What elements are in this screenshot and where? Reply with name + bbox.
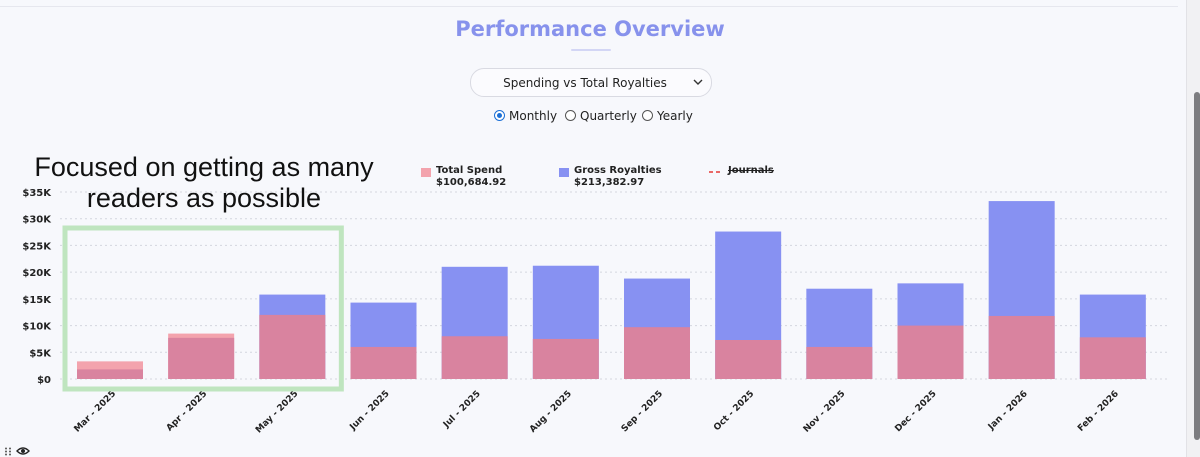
y-tick-label: $15K (22, 295, 52, 306)
chevron-down-icon (693, 79, 703, 85)
legend-total-royalties-value: $213,382.97 (574, 177, 645, 188)
x-tick-label: Oct - 2025 (712, 389, 756, 433)
y-tick-label: $20K (22, 268, 52, 279)
bar-overlap (715, 339, 782, 379)
bar-overlap (259, 314, 326, 379)
radio-button-monthly[interactable] (494, 110, 505, 121)
x-tick-label: Jun - 2025 (348, 389, 392, 433)
y-tick-label: $10K (22, 322, 52, 333)
annotation-line-2: readers as possible (86, 183, 322, 213)
drag-handle-icon[interactable] (4, 447, 12, 456)
bar-overlap (806, 346, 873, 379)
focus-highlight-box (62, 225, 344, 392)
x-tick-label: Sep - 2025 (620, 389, 665, 434)
eye-icon[interactable] (16, 446, 30, 456)
bar-overlap (624, 327, 690, 379)
bar-overlap (441, 336, 508, 379)
x-tick-label: Mar - 2025 (72, 389, 118, 435)
top-divider (0, 6, 1178, 7)
y-tick-label: $30K (22, 215, 52, 226)
legend-swatch-spend (421, 168, 431, 177)
x-tick-label: Dec - 2025 (893, 389, 938, 434)
legend-name-royalties: Gross Royalties (574, 165, 662, 176)
legend-swatch-royalties (559, 168, 569, 177)
y-tick-label: $0 (37, 375, 51, 386)
x-tick-label: Apr - 2025 (165, 389, 209, 433)
bar-overlap (988, 315, 1055, 379)
performance-chart: $0 $5K $10K $15K $20K $25K $30K $35K Mar - 2025 A… (22, 188, 1168, 435)
x-tick-label: Jan - 2026 (986, 389, 1030, 433)
page-title: Performance Overview (455, 17, 725, 41)
title-underline (571, 49, 611, 51)
scrollbar-thumb[interactable] (1194, 92, 1200, 440)
annotation-text: Focused on getting as many readers as po… (14, 152, 394, 214)
bar-overlap (1079, 337, 1146, 379)
radio-label-monthly: Monthly (509, 109, 558, 123)
annotation-line-1: Focused on getting as many (34, 152, 374, 182)
y-tick-label: $25K (22, 241, 52, 252)
legend-name-spend: Total Spend (436, 165, 503, 176)
y-tick-label: $5K (29, 348, 52, 359)
radio-button-yearly[interactable] (642, 110, 653, 121)
metric-select-value: Spending vs Total Royalties (503, 76, 667, 90)
bar-overlap (168, 337, 235, 379)
x-tick-label: Jul - 2025 (441, 389, 483, 431)
x-tick-label: May - 2025 (254, 389, 300, 435)
y-tick-label: $35K (22, 188, 52, 199)
bar-overlap (532, 338, 599, 379)
legend-dash-journals (709, 171, 723, 173)
bar-overlap (77, 369, 143, 379)
x-tick-label: Aug - 2025 (528, 389, 574, 435)
legend-total-spend-value: $100,684.92 (436, 177, 507, 188)
radio-button-quarterly[interactable] (565, 110, 576, 121)
radio-label-yearly: Yearly (657, 109, 693, 123)
legend-name-journals: Journals (728, 165, 774, 176)
bar-overlap (897, 325, 964, 379)
x-tick-label: Feb - 2026 (1076, 389, 1121, 434)
bar-overlap (350, 346, 417, 379)
radio-label-quarterly: Quarterly (580, 109, 637, 123)
x-tick-label: Nov - 2025 (802, 389, 848, 435)
metric-select[interactable]: Spending vs Total Royalties (470, 68, 712, 97)
